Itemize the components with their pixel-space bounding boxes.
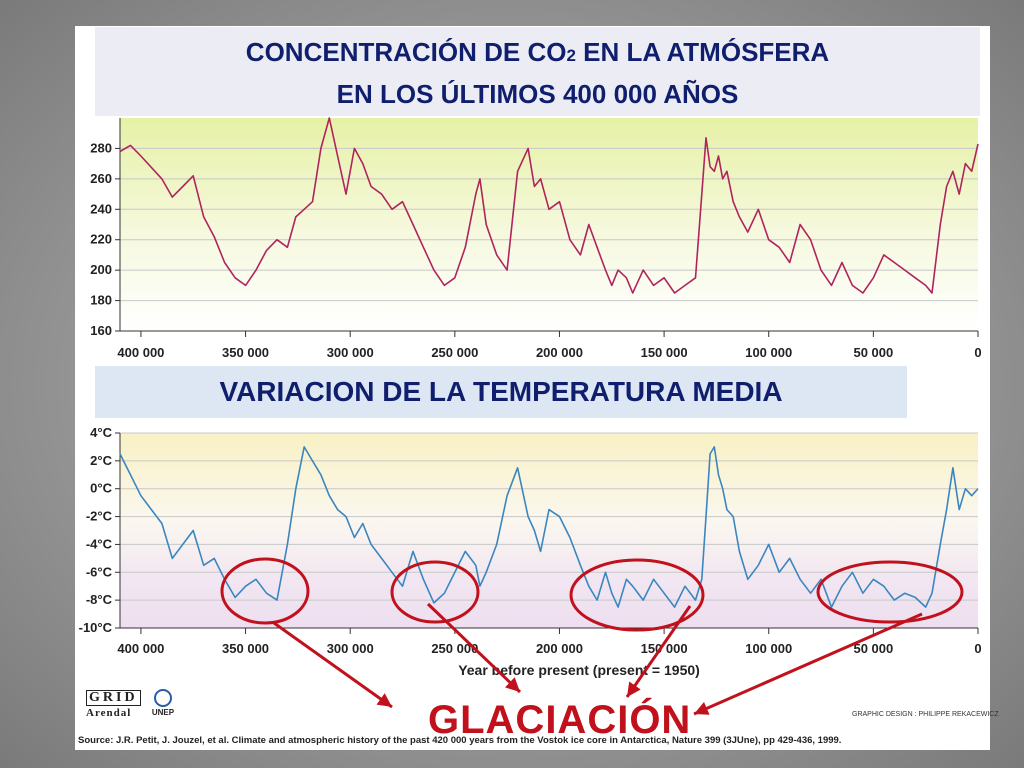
glaciation-ellipse [816, 560, 964, 624]
temperature-chart-title: VARIACION DE LA TEMPERATURA MEDIA [95, 366, 907, 418]
source-citation: Source: J.R. Petit, J. Jouzel, et al. Cl… [78, 735, 842, 746]
glaciation-arrow [273, 621, 393, 709]
temp-xtick-label: 350 000 [222, 641, 269, 656]
co2-xtick-label: 50 000 [853, 345, 893, 360]
co2-xtick-label: 300 000 [327, 345, 374, 360]
co2-ytick-label: 280 [90, 140, 112, 155]
temp-ytick-label: -10°C [79, 620, 113, 635]
temp-ytick-label: -4°C [86, 536, 113, 551]
glaciation-arrowhead [694, 702, 710, 715]
glaciation-annotations [220, 557, 964, 716]
co2-xtick-label: 350 000 [222, 345, 269, 360]
glaciation-arrow [625, 605, 692, 698]
co2-xtick-label: 100 000 [745, 345, 792, 360]
co2-chart-title: CONCENTRACIÓN DE CO2 EN LA ATMÓSFERA EN … [95, 27, 980, 116]
temp-ytick-label: 2°C [90, 453, 112, 468]
co2-ytick-label: 260 [90, 171, 112, 186]
co2-chart: 160 180 200 220 240 260 280 400 000 350 000 300 0… [90, 117, 982, 360]
grid-logo-text: GRID [86, 690, 141, 706]
title-co2-subscript: 2 [566, 46, 576, 65]
co2-xtick-label: 400 000 [117, 345, 164, 360]
graphic-design-credit: GRAPHIC DESIGN : PHILIPPE REKACEWICZ [852, 711, 999, 718]
temp-xtick-label: 0 [974, 641, 981, 656]
co2-xtick-label: 250 000 [431, 345, 478, 360]
unep-logo-text: UNEP [151, 708, 175, 717]
glaciation-label: GLACIACIÓN [428, 698, 692, 742]
temp-xtick-label: 100 000 [745, 641, 792, 656]
unep-logo: UNEP [148, 689, 178, 721]
glaciation-ellipse [220, 557, 310, 625]
co2-ytick-label: 200 [90, 262, 112, 277]
glaciation-ellipse [390, 560, 480, 624]
temp-xtick-label: 400 000 [117, 641, 164, 656]
arendal-logo-text: Arendal [86, 707, 132, 719]
temp-ytick-label: 0°C [90, 481, 112, 496]
co2-ytick-label: 160 [90, 323, 112, 338]
co2-ytick-label: 180 [90, 293, 112, 308]
temp-xtick-label: 50 000 [853, 641, 893, 656]
glaciation-arrowhead [505, 677, 520, 692]
glaciation-arrow [693, 612, 923, 716]
glaciation-ellipse [569, 558, 705, 632]
temp-xtick-label: 150 000 [641, 641, 688, 656]
co2-xtick-label: 150 000 [641, 345, 688, 360]
temp-x-axis-label: Year before present (present = 1950) [458, 662, 700, 678]
co2-ytick-label: 240 [90, 201, 112, 216]
temp-ytick-label: 4°C [90, 425, 112, 440]
glaciation-arrowhead [627, 681, 641, 697]
temp-ytick-label: -2°C [86, 509, 113, 524]
temp-xtick-label: 300 000 [327, 641, 374, 656]
co2-plot-area [120, 118, 978, 331]
temp-xtick-label: 250 000 [431, 641, 478, 656]
temp-ytick-label: -6°C [86, 564, 113, 579]
unep-globe-icon [154, 689, 172, 707]
glaciation-arrow [426, 602, 522, 694]
temp-ytick-label: -8°C [86, 592, 113, 607]
temp-series-line [119, 446, 979, 608]
co2-ytick-label: 220 [90, 232, 112, 247]
co2-series-line [119, 117, 979, 294]
temperature-chart: 4°C 2°C 0°C -2°C -4°C -6°C -8°C -10°C 400 000 350… [79, 425, 982, 678]
temp-plot-area [120, 433, 978, 628]
co2-xtick-label: 0 [974, 345, 981, 360]
title-line1-b: EN LA ATMÓSFERA [575, 37, 830, 67]
grid-arendal-logo: GRID Arendal [86, 690, 144, 720]
glaciation-arrowhead [376, 693, 392, 707]
temp-xtick-label: 200 000 [536, 641, 583, 656]
co2-xtick-label: 200 000 [536, 345, 583, 360]
title-line1-a: CONCENTRACIÓN DE CO [245, 37, 567, 67]
title-line2: EN LOS ÚLTIMOS 400 000 AÑOS [336, 79, 739, 109]
